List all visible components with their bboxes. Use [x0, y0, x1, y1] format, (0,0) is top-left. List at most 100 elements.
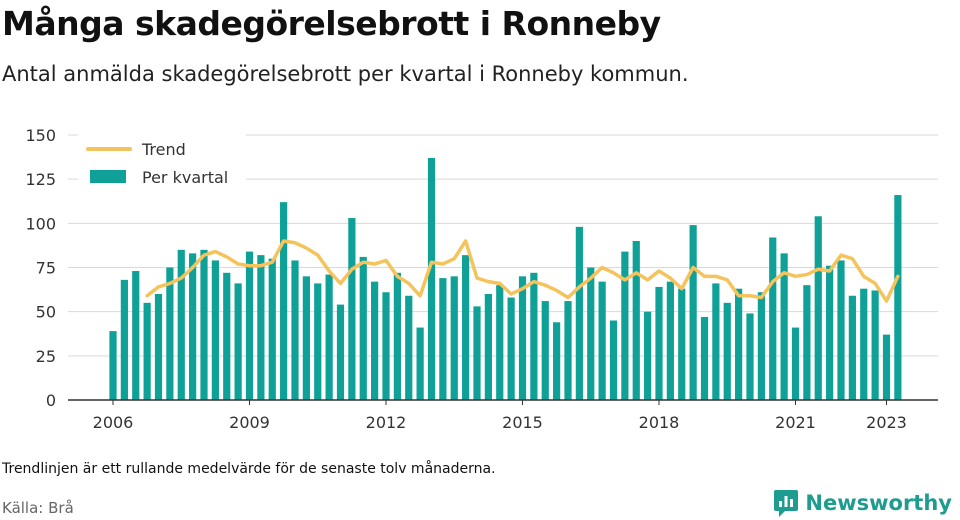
- bar: [723, 302, 731, 400]
- x-axis: 2006 2009 2012 2015 2018 2021 2023: [68, 399, 938, 432]
- bar: [393, 272, 401, 400]
- y-tick-label: 50: [36, 303, 56, 322]
- bar: [757, 292, 765, 400]
- bar: [518, 276, 527, 400]
- bar: [780, 253, 788, 400]
- bar: [245, 251, 254, 400]
- bar: [621, 251, 629, 400]
- bar: [746, 313, 754, 400]
- bar: [223, 272, 231, 400]
- bar: [371, 281, 379, 400]
- bar: [848, 295, 856, 400]
- bar: [655, 286, 663, 400]
- chart-svg: 0 25 50 75 100 125 150 2006 2009 2012 2015 2018 202…: [25, 126, 938, 432]
- x-tick-label: 2006: [93, 413, 134, 432]
- bar: [894, 195, 902, 400]
- newsworthy-logo[interactable]: Newsworthy: [773, 488, 952, 518]
- bars: [109, 157, 902, 400]
- bar: [553, 322, 561, 400]
- bar: [575, 226, 583, 400]
- legend-bar-swatch: [90, 170, 126, 183]
- bar: [348, 218, 356, 400]
- bar: [234, 283, 242, 400]
- bar: [405, 295, 413, 400]
- bar: [666, 281, 674, 400]
- bar: [200, 249, 208, 400]
- bar: [280, 202, 288, 400]
- bar: [837, 260, 845, 400]
- bar: [826, 265, 834, 400]
- bar: [211, 260, 219, 400]
- legend-background: [78, 133, 246, 195]
- x-tick-label: 2009: [229, 413, 270, 432]
- brand-name: Newsworthy: [805, 491, 952, 515]
- bar: [769, 237, 777, 400]
- y-tick-label: 0: [46, 391, 56, 410]
- bar: [871, 290, 879, 400]
- x-tick-label: 2015: [502, 413, 543, 432]
- bar: [359, 256, 367, 400]
- y-tick-label: 25: [36, 347, 56, 366]
- bar: [678, 288, 686, 400]
- bar: [644, 311, 652, 400]
- bar: [712, 283, 720, 400]
- bar: [860, 288, 868, 400]
- x-tick-label: 2021: [775, 413, 816, 432]
- bar: [598, 281, 606, 400]
- bar: [462, 255, 470, 400]
- bar: [735, 288, 743, 400]
- bar: [314, 283, 322, 400]
- legend-trend-label: Trend: [141, 140, 186, 159]
- x-tick-label: 2023: [866, 413, 907, 432]
- bar: [484, 294, 492, 400]
- bar: [882, 334, 891, 400]
- bar: [473, 306, 481, 400]
- bar: [325, 274, 333, 400]
- bar: [427, 157, 436, 400]
- chart-title: Många skadegörelsebrott i Ronneby: [2, 4, 661, 43]
- bar: [291, 260, 299, 400]
- bar: [689, 225, 697, 400]
- y-axis-labels: 0 25 50 75 100 125 150: [25, 126, 56, 410]
- legend: Trend Per kvartal: [78, 133, 246, 195]
- y-tick-label: 75: [36, 259, 56, 278]
- bar: [382, 292, 390, 400]
- y-tick-label: 150: [25, 126, 56, 145]
- bar: [609, 320, 618, 400]
- newsworthy-icon: [774, 490, 799, 517]
- x-tick-label: 2018: [639, 413, 680, 432]
- trend-line-group: [145, 239, 900, 303]
- bar: [541, 301, 549, 400]
- bar: [496, 285, 504, 400]
- bar: [814, 216, 822, 400]
- y-tick-label: 100: [25, 214, 56, 233]
- bar: [530, 272, 538, 400]
- bar: [336, 304, 345, 400]
- bar: [564, 301, 572, 400]
- footnote: Trendlinjen är ett rullande medelvärde f…: [2, 461, 496, 477]
- bar: [803, 285, 811, 400]
- bar: [439, 278, 447, 400]
- legend-bar-label: Per kvartal: [142, 168, 228, 187]
- bar: [450, 276, 458, 400]
- bar: [257, 255, 265, 400]
- bar: [154, 294, 163, 400]
- bar: [791, 327, 800, 400]
- source-label: Källa: Brå: [2, 499, 74, 517]
- bar: [302, 276, 310, 400]
- bar: [120, 279, 128, 400]
- bar: [416, 327, 424, 400]
- x-tick-label: 2012: [366, 413, 407, 432]
- bar: [189, 253, 197, 400]
- bar: [632, 241, 640, 400]
- bar: [268, 258, 276, 400]
- bar: [166, 267, 174, 400]
- bar: [507, 297, 515, 400]
- chart-subtitle: Antal anmälda skadegörelsebrott per kvar…: [2, 62, 689, 86]
- bar: [109, 331, 117, 400]
- bar: [132, 271, 140, 400]
- y-tick-label: 125: [25, 170, 56, 189]
- bar: [143, 302, 151, 400]
- bar: [177, 249, 185, 400]
- bar: [700, 316, 709, 400]
